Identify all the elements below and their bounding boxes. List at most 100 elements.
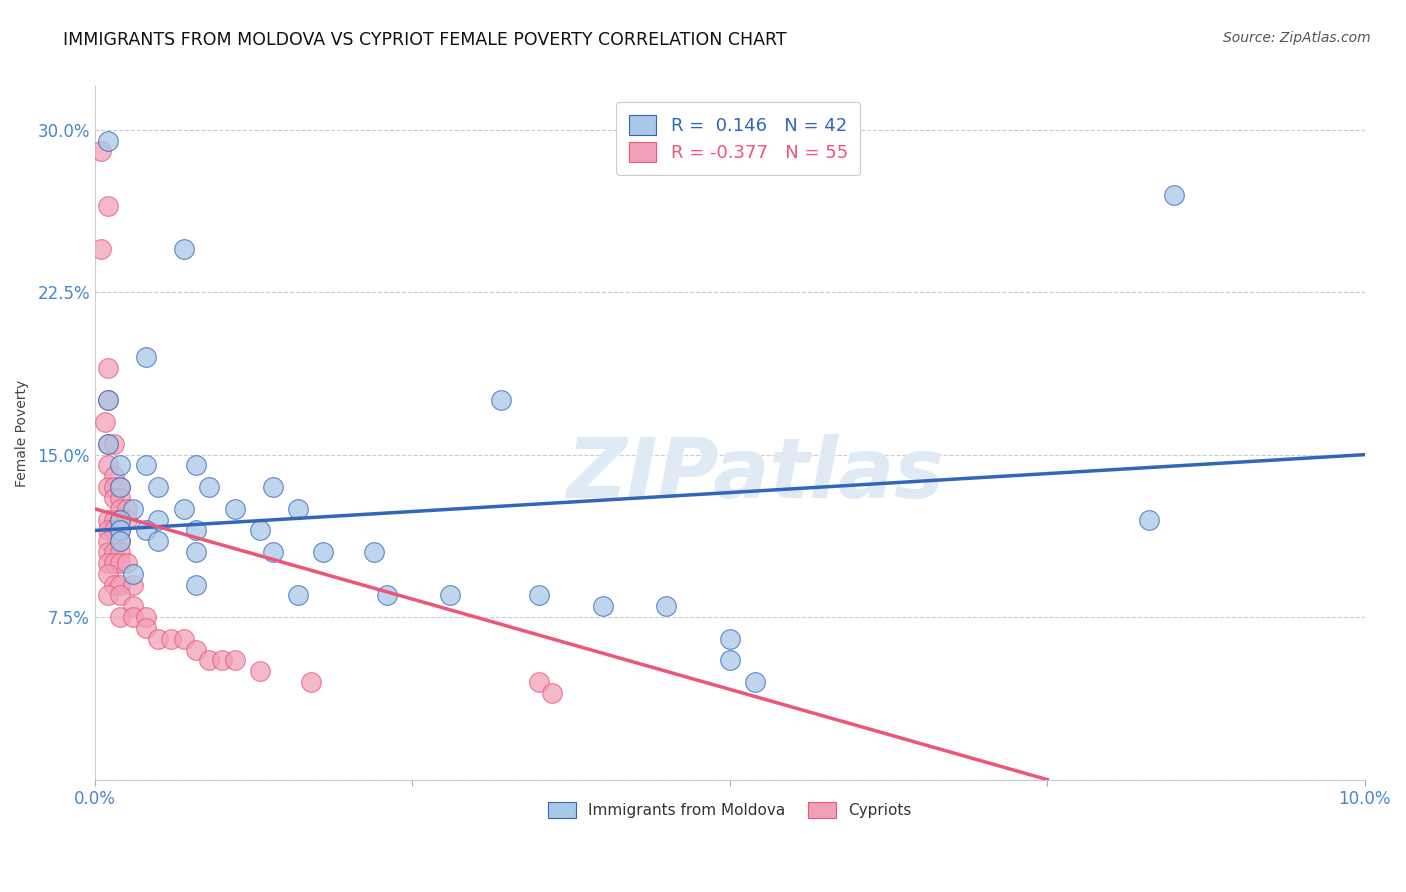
Point: [103, 556, 125, 570]
Point: [541, 686, 564, 700]
Point: [110, 513, 132, 527]
Point: [96, 134, 118, 148]
Point: [186, 524, 208, 538]
Point: [135, 350, 157, 364]
Point: [122, 566, 145, 581]
Point: [312, 545, 335, 559]
Point: [375, 589, 398, 603]
Point: [529, 589, 551, 603]
Point: [148, 513, 170, 527]
Point: [363, 545, 385, 559]
Point: [135, 524, 157, 538]
Point: [103, 480, 125, 494]
Point: [103, 545, 125, 559]
Point: [439, 589, 461, 603]
Point: [148, 480, 170, 494]
Point: [1137, 513, 1160, 527]
Point: [96, 480, 118, 494]
Point: [110, 610, 132, 624]
Point: [160, 632, 183, 646]
Point: [110, 577, 132, 591]
Point: [110, 480, 132, 494]
Point: [94, 415, 117, 429]
Point: [96, 513, 118, 527]
Text: IMMIGRANTS FROM MOLDOVA VS CYPRIOT FEMALE POVERTY CORRELATION CHART: IMMIGRANTS FROM MOLDOVA VS CYPRIOT FEMAL…: [63, 31, 787, 49]
Point: [122, 501, 145, 516]
Point: [122, 599, 145, 614]
Point: [122, 610, 145, 624]
Point: [173, 632, 195, 646]
Point: [110, 524, 132, 538]
Point: [122, 577, 145, 591]
Text: ZIPatlas: ZIPatlas: [567, 434, 943, 515]
Point: [96, 361, 118, 376]
Point: [96, 458, 118, 473]
Point: [115, 513, 138, 527]
Point: [186, 577, 208, 591]
Point: [110, 501, 132, 516]
Point: [96, 393, 118, 408]
Point: [287, 501, 309, 516]
Point: [718, 632, 741, 646]
Point: [299, 675, 322, 690]
Point: [103, 524, 125, 538]
Point: [90, 242, 112, 256]
Y-axis label: Female Poverty: Female Poverty: [15, 379, 30, 487]
Point: [718, 653, 741, 667]
Point: [249, 665, 271, 679]
Point: [103, 491, 125, 505]
Point: [744, 675, 766, 690]
Point: [110, 513, 132, 527]
Point: [198, 480, 221, 494]
Point: [198, 653, 221, 667]
Point: [103, 437, 125, 451]
Point: [262, 545, 284, 559]
Point: [110, 480, 132, 494]
Point: [110, 556, 132, 570]
Point: [211, 653, 233, 667]
Point: [96, 545, 118, 559]
Point: [135, 621, 157, 635]
Point: [103, 577, 125, 591]
Point: [96, 393, 118, 408]
Point: [173, 242, 195, 256]
Point: [592, 599, 614, 614]
Point: [135, 610, 157, 624]
Point: [110, 545, 132, 559]
Point: [96, 566, 118, 581]
Point: [186, 545, 208, 559]
Legend: Immigrants from Moldova, Cypriots: Immigrants from Moldova, Cypriots: [543, 796, 917, 824]
Point: [110, 491, 132, 505]
Point: [186, 642, 208, 657]
Point: [96, 524, 118, 538]
Point: [110, 589, 132, 603]
Point: [224, 653, 246, 667]
Point: [96, 556, 118, 570]
Point: [96, 437, 118, 451]
Point: [115, 556, 138, 570]
Point: [1163, 187, 1185, 202]
Point: [96, 589, 118, 603]
Point: [173, 501, 195, 516]
Point: [110, 534, 132, 549]
Point: [110, 534, 132, 549]
Text: Source: ZipAtlas.com: Source: ZipAtlas.com: [1223, 31, 1371, 45]
Point: [103, 469, 125, 483]
Point: [489, 393, 512, 408]
Point: [224, 501, 246, 516]
Point: [110, 458, 132, 473]
Point: [186, 458, 208, 473]
Point: [148, 534, 170, 549]
Point: [115, 501, 138, 516]
Point: [148, 632, 170, 646]
Point: [110, 524, 132, 538]
Point: [249, 524, 271, 538]
Point: [287, 589, 309, 603]
Point: [96, 198, 118, 212]
Point: [103, 513, 125, 527]
Point: [96, 534, 118, 549]
Point: [90, 145, 112, 159]
Point: [655, 599, 678, 614]
Point: [96, 437, 118, 451]
Point: [529, 675, 551, 690]
